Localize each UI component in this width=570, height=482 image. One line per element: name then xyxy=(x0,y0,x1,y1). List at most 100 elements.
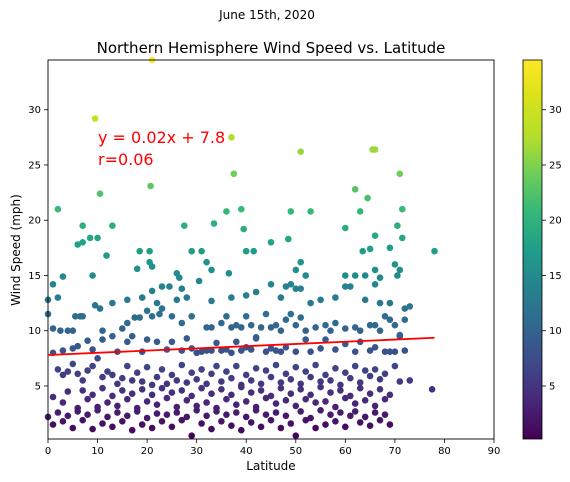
x-tick-label: 70 xyxy=(389,446,402,457)
regression-line xyxy=(47,336,435,356)
data-point xyxy=(262,394,270,402)
data-point xyxy=(64,327,72,335)
data-point xyxy=(79,377,86,384)
data-point xyxy=(79,222,86,229)
x-tick-label: 20 xyxy=(141,446,154,457)
data-point xyxy=(322,421,329,428)
data-point xyxy=(332,365,339,372)
data-point xyxy=(94,234,101,242)
data-point xyxy=(153,373,161,381)
data-point xyxy=(267,416,275,424)
data-point xyxy=(351,348,359,356)
data-point xyxy=(312,424,319,432)
data-point xyxy=(64,368,72,375)
data-point xyxy=(138,386,146,393)
data-point xyxy=(292,348,300,356)
data-point xyxy=(114,402,121,410)
data-point xyxy=(183,335,191,342)
data-point xyxy=(49,393,57,401)
data-point xyxy=(238,324,245,331)
data-point xyxy=(198,348,205,356)
data-point xyxy=(230,170,238,178)
data-point xyxy=(351,400,359,407)
data-point xyxy=(386,348,394,356)
data-point xyxy=(138,421,146,428)
x-tick-label: 80 xyxy=(438,446,451,457)
data-point xyxy=(124,362,131,370)
data-point xyxy=(119,418,126,425)
data-point xyxy=(173,296,181,304)
y-tick-label: 10 xyxy=(28,326,41,337)
data-point xyxy=(133,265,141,273)
data-point xyxy=(312,324,319,331)
data-point xyxy=(109,423,116,431)
data-point xyxy=(228,349,235,357)
data-point xyxy=(148,287,156,295)
colorbar-tick-label: 10 xyxy=(549,326,562,337)
data-point xyxy=(376,376,384,383)
data-point xyxy=(79,416,86,424)
data-point xyxy=(317,345,324,352)
data-point xyxy=(213,339,220,347)
data-point xyxy=(99,373,106,381)
data-point xyxy=(386,316,394,324)
data-point xyxy=(351,324,359,331)
colorbar-tick-label: 5 xyxy=(549,381,555,392)
data-point xyxy=(376,416,384,424)
data-point xyxy=(257,324,265,331)
data-point xyxy=(136,314,143,321)
data-point xyxy=(356,327,364,335)
data-point xyxy=(317,407,324,414)
data-point xyxy=(247,321,255,329)
data-point xyxy=(228,134,235,141)
data-point xyxy=(327,389,334,396)
data-point xyxy=(188,392,195,400)
data-point xyxy=(381,370,389,378)
data-point xyxy=(386,421,394,428)
data-point xyxy=(99,327,106,335)
data-point xyxy=(307,414,314,422)
data-point xyxy=(183,294,191,301)
data-point xyxy=(292,363,300,371)
colorbar-tick-label: 20 xyxy=(549,216,562,227)
data-point xyxy=(282,397,290,404)
data-point xyxy=(208,347,215,354)
data-point xyxy=(431,247,438,255)
data-point xyxy=(233,362,240,370)
data-point xyxy=(371,409,379,416)
data-point xyxy=(386,244,394,252)
data-point xyxy=(267,373,275,381)
data-point xyxy=(267,239,275,246)
data-point xyxy=(218,386,225,393)
data-point xyxy=(347,392,354,400)
data-point xyxy=(262,411,270,419)
data-point xyxy=(124,296,131,304)
data-point xyxy=(381,411,389,419)
data-point xyxy=(342,272,349,279)
data-point xyxy=(84,411,91,419)
data-point xyxy=(96,305,104,312)
data-point xyxy=(302,368,310,375)
data-point xyxy=(312,399,319,406)
data-point xyxy=(193,407,200,414)
data-point xyxy=(297,408,305,415)
data-point xyxy=(366,321,374,329)
y-tick-label: 5 xyxy=(35,381,41,392)
data-point xyxy=(158,418,166,425)
data-point xyxy=(188,369,195,377)
data-point xyxy=(146,247,153,255)
data-point xyxy=(401,347,409,354)
data-point xyxy=(406,303,414,310)
data-point xyxy=(208,390,215,398)
x-tick-label: 40 xyxy=(240,446,253,457)
data-point xyxy=(252,407,260,414)
data-point xyxy=(391,362,399,370)
data-point xyxy=(287,310,295,318)
data-point xyxy=(356,208,364,215)
data-point xyxy=(228,422,235,430)
data-point xyxy=(99,384,106,392)
data-point xyxy=(307,348,314,356)
data-point xyxy=(282,412,290,420)
data-point xyxy=(143,307,151,315)
data-point xyxy=(124,338,131,346)
